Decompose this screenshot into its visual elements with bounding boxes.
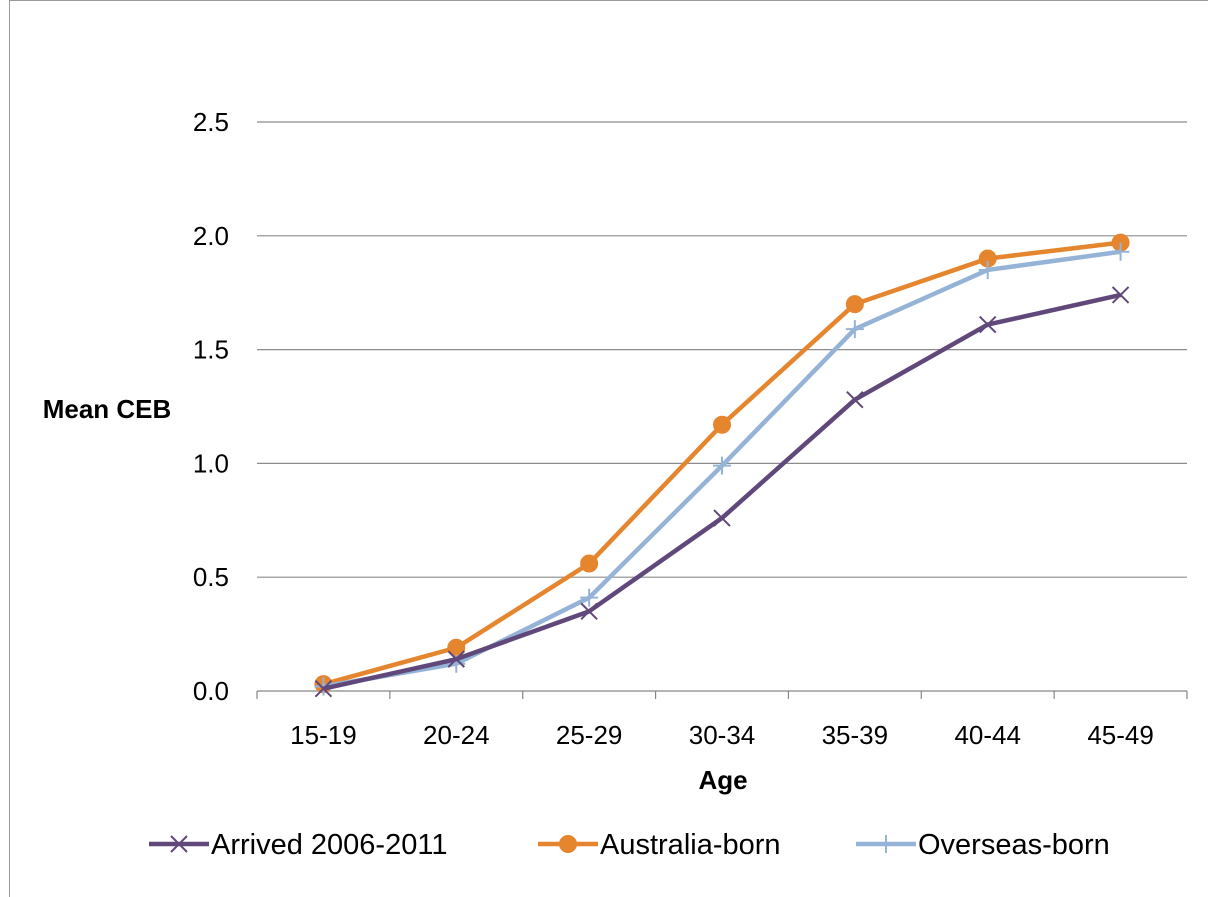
legend-marker <box>559 835 577 853</box>
y-tick-label: 2.5 <box>193 107 229 137</box>
data-point <box>1111 286 1130 304</box>
y-tick-labels: 0.0 0.5 1.0 1.5 2.0 2.5 <box>193 107 229 706</box>
legend-label: Australia-born <box>600 829 781 861</box>
legend-item: Overseas-born <box>856 829 1110 861</box>
y-tick-label: 1.5 <box>193 335 229 365</box>
gridlines <box>257 121 1187 692</box>
y-tick-label: 2.0 <box>193 221 229 251</box>
legend-label: Arrived 2006-2011 <box>211 829 447 861</box>
data-point <box>580 602 598 621</box>
chart-frame <box>9 0 1208 897</box>
legend: Arrived 2006-2011 Australia-born Overseas-… <box>149 829 1110 861</box>
series-arrived-2006-2011 <box>314 286 1130 698</box>
series-australia-born <box>314 233 1130 694</box>
x-tick-label: 15-19 <box>290 720 357 750</box>
data-point <box>846 390 864 409</box>
x-tick-labels: 15-19 20-24 25-29 30-34 35-39 40-44 45-49 <box>256 691 1188 750</box>
legend-marker <box>877 835 895 853</box>
x-tick-label: 45-49 <box>1087 720 1154 750</box>
data-point <box>580 588 599 607</box>
data-point <box>447 650 465 668</box>
y-axis-title: Mean CEB <box>43 394 172 424</box>
legend-item: Arrived 2006-2011 <box>149 829 447 861</box>
series-lines <box>314 233 1130 698</box>
y-tick-label: 0.0 <box>193 676 229 706</box>
data-point <box>713 509 731 527</box>
x-axis-title: Age <box>698 765 747 795</box>
data-point <box>314 680 333 698</box>
x-tick-label: 25-29 <box>556 720 623 750</box>
legend-marker <box>170 835 188 853</box>
y-tick-label: 1.0 <box>193 448 229 478</box>
data-point <box>979 315 997 334</box>
data-point <box>713 456 731 475</box>
series-overseas-born <box>314 242 1130 696</box>
data-point <box>978 260 997 279</box>
data-point <box>713 415 731 434</box>
x-tick-label: 30-34 <box>689 720 756 750</box>
data-point <box>845 320 864 339</box>
x-tick-label: 20-24 <box>423 720 490 750</box>
data-point <box>580 554 599 573</box>
x-tick-label: 35-39 <box>822 720 889 750</box>
y-tick-label: 0.5 <box>193 562 229 592</box>
data-point <box>845 295 864 314</box>
legend-item: Australia-born <box>538 829 781 861</box>
legend-label: Overseas-born <box>918 829 1110 861</box>
series-line <box>322 292 1122 691</box>
data-point <box>1111 242 1130 261</box>
x-tick-label: 40-44 <box>954 720 1021 750</box>
